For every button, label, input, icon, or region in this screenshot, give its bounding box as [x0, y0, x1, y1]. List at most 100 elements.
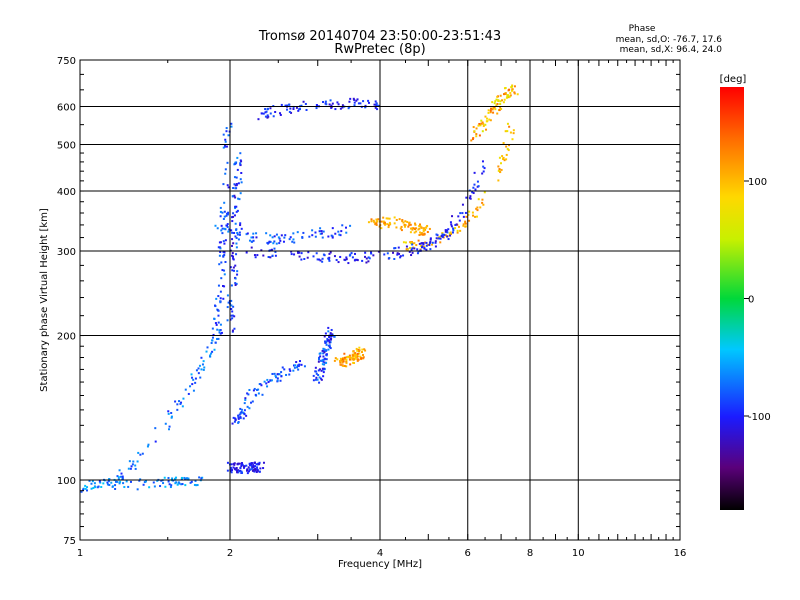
scatter-point [441, 232, 444, 235]
scatter-point [314, 235, 317, 238]
scatter-point [229, 466, 232, 469]
scatter-point [333, 255, 336, 258]
scatter-point [320, 359, 323, 362]
scatter-point [425, 226, 428, 229]
scatter-point [223, 242, 226, 245]
scatter-point [215, 297, 218, 300]
scatter-point [170, 415, 173, 418]
scatter-point [329, 347, 332, 350]
scatter-point [271, 372, 274, 375]
scatter-point [230, 125, 233, 128]
scatter-point [360, 351, 363, 354]
scatter-point [293, 241, 296, 244]
scatter-point [422, 242, 425, 245]
scatter-point [181, 483, 184, 486]
scatter-point [91, 480, 94, 483]
scatter-point [481, 121, 484, 124]
scatter-point [267, 255, 270, 258]
scatter-point [336, 101, 339, 104]
scatter-point [382, 216, 385, 219]
scatter-point [342, 364, 345, 367]
scatter-point [351, 354, 354, 357]
scatter-point [200, 356, 203, 359]
scatter-point [393, 216, 396, 219]
scatter-point [163, 476, 166, 479]
scatter-point [419, 248, 422, 251]
scatter-point [271, 254, 274, 257]
scatter-point [232, 416, 235, 419]
scatter-point [484, 123, 487, 126]
scatter-point [478, 134, 481, 137]
scatter-point [345, 258, 348, 261]
scatter-point [236, 209, 239, 212]
scatter-point [265, 232, 268, 235]
scatter-point [297, 109, 300, 112]
scatter-point [286, 108, 289, 111]
scatter-point [337, 230, 340, 233]
scatter-point [162, 482, 165, 485]
scatter-point [214, 224, 217, 227]
scatter-point [114, 487, 117, 490]
scatter-point [254, 467, 257, 470]
scatter-point [318, 376, 321, 379]
scatter-point [481, 198, 484, 201]
scatter-point [392, 251, 395, 254]
scatter-point [343, 352, 346, 355]
scatter-point [488, 118, 491, 121]
scatter-point [238, 198, 241, 201]
scatter-point [414, 223, 417, 226]
scatter-point [222, 297, 225, 300]
scatter-point [333, 359, 336, 362]
scatter-point [226, 319, 229, 322]
scatter-point [504, 93, 507, 96]
scatter-point [446, 231, 449, 234]
scatter-point [397, 246, 400, 249]
scatter-point [330, 104, 333, 107]
scatter-point [359, 102, 362, 105]
scatter-point [136, 488, 139, 491]
scatter-point [260, 112, 263, 115]
scatter-point [190, 373, 193, 376]
scatter-point [236, 233, 239, 236]
scatter-point [365, 261, 368, 264]
scatter-point [283, 368, 286, 371]
scatter-point [320, 369, 323, 372]
scatter-point [193, 483, 196, 486]
scatter-point [320, 232, 323, 235]
scatter-point [497, 169, 500, 172]
scatter-point [213, 317, 216, 320]
colorbar [720, 87, 744, 510]
scatter-point [356, 349, 359, 352]
scatter-point [377, 104, 380, 107]
scatter-point [404, 241, 407, 244]
scatter-point [269, 234, 272, 237]
scatter-point [505, 158, 508, 161]
scatter-point [100, 485, 103, 488]
scatter-point [220, 331, 223, 334]
scatter-point [229, 469, 232, 472]
scatter-point [353, 362, 356, 365]
scatter-point [434, 241, 437, 244]
scatter-point [480, 122, 483, 125]
scatter-point [481, 130, 484, 133]
scatter-point [323, 351, 326, 354]
chart-title: Tromsø 20140704 23:50:00-23:51:43 [258, 29, 501, 44]
scatter-point [411, 227, 414, 230]
scatter-point [239, 407, 242, 410]
scatter-point [240, 463, 243, 466]
scatter-point [219, 290, 222, 293]
scatter-point [328, 252, 331, 255]
scatter-point [421, 233, 424, 236]
scatter-point [275, 242, 278, 245]
scatter-point [237, 421, 240, 424]
scatter-point [184, 484, 187, 487]
scatter-point [226, 184, 229, 187]
scatter-point [226, 212, 229, 215]
scatter-point [334, 357, 337, 360]
scatter-point [251, 240, 254, 243]
scatter-point [227, 211, 230, 214]
scatter-point [417, 239, 420, 242]
scatter-point [216, 227, 219, 230]
scatter-point [222, 146, 225, 149]
